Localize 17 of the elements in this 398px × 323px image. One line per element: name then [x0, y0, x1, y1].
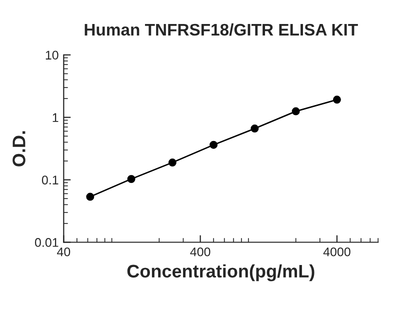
point	[127, 175, 136, 183]
point	[168, 158, 176, 167]
point	[292, 107, 300, 116]
x-tick-label: 400	[190, 247, 210, 256]
x-tick-label: 40	[57, 247, 70, 256]
y-tick-label: 0.01	[34, 238, 58, 247]
x-axis-title: Concentration(pg/mL)	[127, 264, 314, 282]
y-tick-label: 0.1	[42, 176, 58, 184]
point	[332, 96, 341, 104]
chart-title: Human TNFRSF18/GITR ELISA KIT	[84, 23, 358, 36]
y-tick-label: 10	[46, 50, 58, 60]
y-axis-title: O.D.	[12, 131, 26, 166]
point	[250, 124, 259, 133]
point	[210, 140, 218, 149]
x-tick-label: 4000	[323, 247, 350, 256]
y-tick-label: 1	[52, 113, 58, 122]
point	[86, 192, 94, 201]
